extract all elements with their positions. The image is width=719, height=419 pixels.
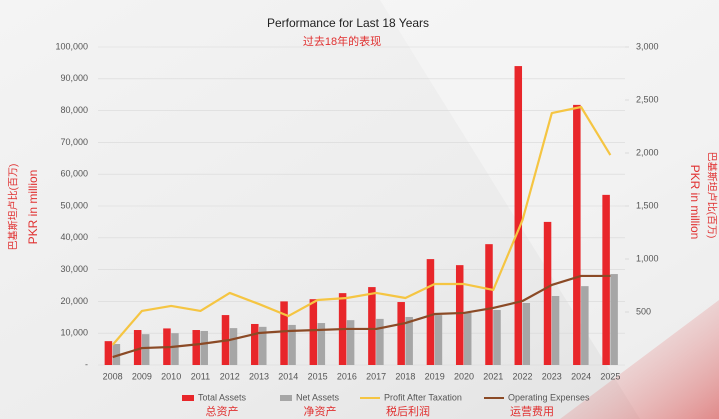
legend-label: Total Assets [198,392,247,402]
x-tick-label: 2023 [542,371,562,381]
x-tick-label: 2021 [483,371,503,381]
bar [347,320,355,365]
x-tick-label: 2012 [220,371,240,381]
x-tick-label: 2008 [103,371,123,381]
bar [105,341,113,365]
x-tick-label: 2016 [337,371,357,381]
x-tick-label: 2022 [513,371,533,381]
x-tick-label: 2024 [571,371,591,381]
bar [376,319,384,365]
x-tick-label: 2018 [395,371,415,381]
bar [251,324,259,365]
x-tick-label: 2011 [191,371,210,381]
bar [573,105,581,365]
bar [493,310,501,365]
legend-label: Operating Expenses [508,392,590,402]
bar [485,244,493,365]
bar [602,195,610,365]
bar [368,287,376,365]
y2-axis-label-zh: 巴基斯坦卢比(百万) [705,152,718,239]
legend-marker [182,395,194,401]
y2-tick-label: 3,000 [636,41,659,51]
x-tick-label: 2014 [278,371,298,381]
x-tick-label: 2013 [249,371,269,381]
y2-axis-label: PKR in million [688,165,702,240]
bar [427,259,435,365]
legend-label-zh: 运营费用 [510,404,554,418]
bar [405,317,413,365]
bar [435,315,443,365]
bar [310,299,318,365]
bar [552,296,560,365]
y2-tick-label: 2,500 [636,94,659,104]
y-tick-label: 100,000 [55,41,88,51]
y-tick-label: 70,000 [60,137,88,147]
legend-label: Profit After Taxation [384,392,462,402]
x-tick-label: 2020 [454,371,474,381]
y-axis-label: PKR in million [26,170,40,245]
y-tick-label: 60,000 [60,169,88,179]
chart: Performance for Last 18 Years 过去18年的表现 巴… [0,0,719,419]
bar [142,334,150,365]
x-tick-label: 2015 [308,371,328,381]
bar [456,265,464,365]
bar [397,302,405,365]
bar [171,333,179,365]
bar [464,313,472,365]
y-tick-label: 90,000 [60,73,88,83]
y-tick-label: 40,000 [60,232,88,242]
legend-label-zh: 净资产 [304,404,337,418]
legend-label-zh: 税后利润 [386,404,430,418]
y2-tick-label: 2,000 [636,147,659,157]
y-tick-label: 10,000 [60,328,88,338]
bar [544,222,552,365]
bar [280,301,288,365]
x-tick-label: 2009 [132,371,152,381]
y-tick-label: - [85,359,88,369]
y-axis-label-zh: 巴基斯坦卢比(百万) [7,164,20,251]
bar [192,330,200,365]
bar [200,331,208,365]
bar [523,303,531,365]
bar [230,328,238,365]
x-tick-label: 2025 [600,371,620,381]
bar [515,66,523,365]
y-tick-label: 30,000 [60,264,88,274]
y-tick-label: 20,000 [60,296,88,306]
chart-subtitle: 过去18年的表现 [303,34,381,48]
x-tick-label: 2019 [425,371,445,381]
legend-marker [280,395,292,401]
bar [581,286,589,365]
chart-title: Performance for Last 18 Years [267,16,429,30]
y-tick-label: 80,000 [60,105,88,115]
legend-label-zh: 总资产 [206,404,239,418]
y-tick-label: 50,000 [60,200,88,210]
x-tick-label: 2017 [366,371,386,381]
x-tick-label: 2010 [161,371,181,381]
y2-tick-label: 500 [636,306,651,316]
bar [610,274,618,365]
y2-tick-label: 1,000 [636,253,659,263]
legend-label: Net Assets [296,392,340,402]
y2-tick-label: 1,500 [636,200,659,210]
